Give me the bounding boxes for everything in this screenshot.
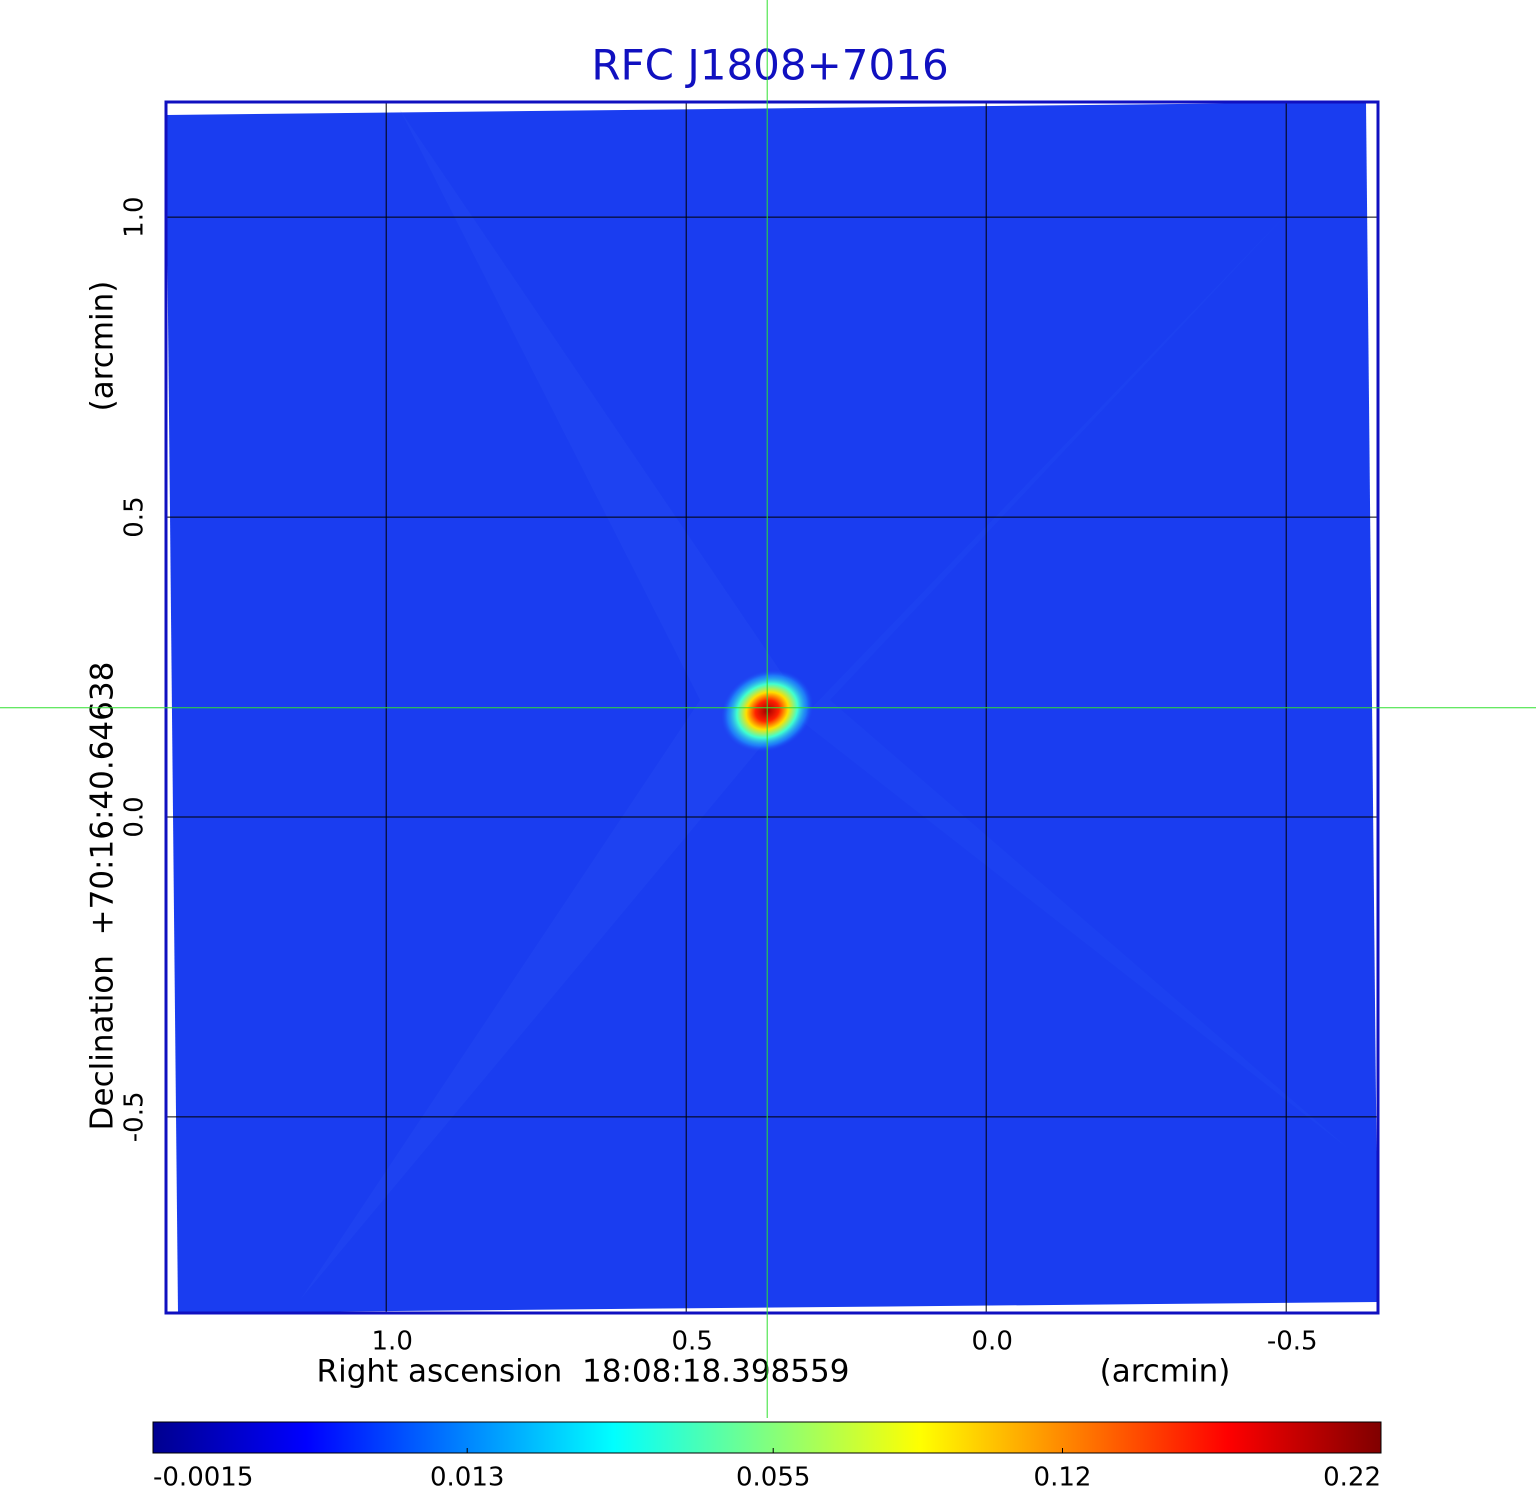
x-tick-label: -0.5	[1267, 1327, 1318, 1357]
x-tick-label: 0.0	[972, 1327, 1013, 1357]
x-tick-label: 1.0	[372, 1327, 413, 1357]
colorbar-tick-label: 0.013	[430, 1463, 504, 1493]
x-axis-label: Right ascension 18:08:18.398559	[317, 1354, 850, 1390]
sidelobe	[300, 110, 800, 1300]
chart-title: RFC J1808+7016	[591, 41, 948, 90]
x-axis-unit: (arcmin)	[1100, 1354, 1231, 1390]
y-tick-label: -0.5	[120, 1091, 150, 1142]
colorbar-tick-label: -0.0015	[153, 1463, 253, 1493]
colorbar-tick-label: 0.055	[736, 1463, 810, 1493]
y-axis-label: Declination +70:16:40.64638	[85, 662, 121, 1131]
colorbar	[152, 1421, 1382, 1454]
x-tick-label: 0.5	[672, 1327, 713, 1357]
y-tick-label: 0.5	[120, 496, 150, 537]
y-tick-label: 1.0	[120, 196, 150, 237]
y-axis-unit: (arcmin)	[85, 281, 121, 412]
colorbar-tick-label: 0.22	[1323, 1463, 1381, 1493]
y-tick-label: 0.0	[120, 796, 150, 837]
colorbar-tick-label: 0.12	[1034, 1463, 1092, 1493]
